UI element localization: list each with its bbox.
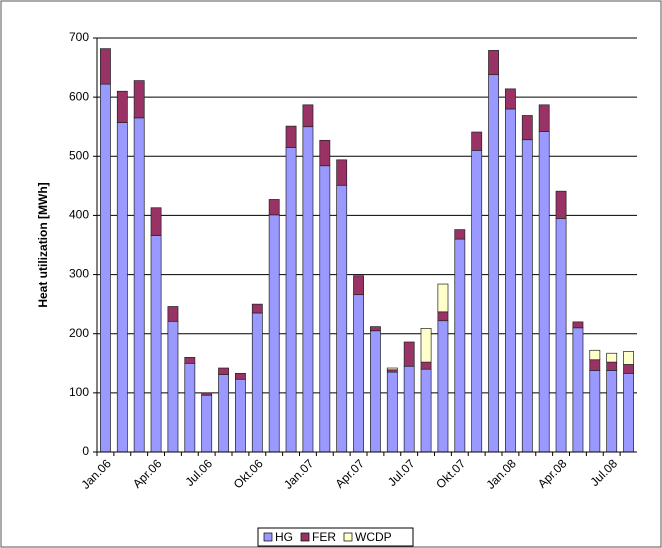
bar-segment bbox=[623, 351, 634, 365]
bar-segment bbox=[589, 349, 601, 361]
legend-swatch bbox=[263, 532, 273, 542]
bar-segment bbox=[488, 50, 499, 76]
y-tick-label: 0 bbox=[82, 444, 89, 458]
bar-segment bbox=[133, 80, 145, 119]
bar-segment bbox=[606, 352, 618, 363]
bar-segment bbox=[336, 184, 348, 453]
bar-segment bbox=[285, 125, 297, 148]
bar-segment bbox=[505, 88, 516, 110]
bar-segment bbox=[302, 104, 314, 128]
bar-segment bbox=[116, 90, 128, 123]
bar-segment bbox=[454, 238, 466, 453]
legend-label: WCDP bbox=[355, 530, 392, 544]
bar-segment bbox=[319, 139, 331, 167]
bar-segment bbox=[623, 364, 634, 374]
bar-segment bbox=[454, 229, 466, 240]
bar-segment bbox=[555, 218, 567, 453]
bar-segment bbox=[555, 190, 567, 219]
bar-segment bbox=[285, 147, 297, 453]
bar-segment bbox=[353, 275, 364, 296]
bar-segment bbox=[623, 372, 634, 453]
bar-segment bbox=[505, 108, 516, 453]
bar-segment bbox=[184, 357, 196, 364]
y-tick-label: 500 bbox=[69, 148, 89, 162]
legend-swatch bbox=[343, 532, 353, 542]
bar-segment bbox=[268, 199, 280, 216]
bar-segment bbox=[150, 235, 162, 453]
bar-segment bbox=[386, 369, 398, 373]
bar-segment bbox=[167, 306, 179, 322]
bar-segment bbox=[572, 327, 584, 453]
bar-segment bbox=[218, 367, 229, 375]
bar-segment bbox=[100, 83, 111, 453]
bar-segment bbox=[471, 150, 483, 453]
bar-segment bbox=[201, 394, 213, 453]
bar-segment bbox=[437, 283, 449, 313]
legend-swatch bbox=[300, 532, 310, 542]
bar-segment bbox=[116, 122, 128, 453]
bar-segment bbox=[589, 359, 601, 371]
bar-segment bbox=[606, 361, 618, 371]
y-tick-label: 400 bbox=[69, 208, 89, 222]
bar-segment bbox=[538, 131, 550, 453]
bar-segment bbox=[302, 126, 314, 453]
bar-segment bbox=[437, 320, 449, 453]
bar-segment bbox=[251, 303, 263, 314]
bar-segment bbox=[606, 370, 618, 453]
bar-segment bbox=[420, 361, 432, 370]
bar-segment bbox=[268, 214, 280, 453]
bar-segment bbox=[251, 312, 263, 453]
bar-segment bbox=[353, 294, 364, 453]
bar-segment bbox=[319, 165, 331, 453]
bar-segment bbox=[370, 326, 381, 332]
bar-segment bbox=[201, 392, 213, 396]
y-tick-label: 200 bbox=[69, 326, 89, 340]
bar-segment bbox=[235, 372, 246, 380]
bar-segment bbox=[572, 321, 584, 329]
bar-segment bbox=[437, 311, 449, 322]
bar-segment bbox=[403, 365, 415, 453]
legend-label: FER bbox=[312, 530, 336, 544]
bar-segment bbox=[521, 139, 533, 453]
bar-segment bbox=[336, 159, 348, 186]
legend-box bbox=[257, 527, 414, 547]
bar-segment bbox=[370, 330, 381, 453]
bar-segment bbox=[420, 368, 432, 453]
bar-segment bbox=[420, 328, 432, 363]
bar-segment bbox=[150, 207, 162, 236]
bar-segment bbox=[589, 370, 601, 453]
legend-label: HG bbox=[275, 530, 293, 544]
y-tick-label: 300 bbox=[69, 267, 89, 281]
bar-segment bbox=[538, 104, 550, 132]
bar-segment bbox=[235, 378, 246, 453]
bar-segment bbox=[100, 48, 111, 85]
bar-segment bbox=[133, 117, 145, 453]
bar-segment bbox=[167, 320, 179, 453]
bar-segment bbox=[403, 341, 415, 367]
y-axis-title: Heat utilization [MWh] bbox=[36, 182, 50, 307]
bar-segment bbox=[184, 362, 196, 453]
y-tick-label: 700 bbox=[69, 30, 89, 44]
y-tick-label: 600 bbox=[69, 89, 89, 103]
bar-segment bbox=[386, 371, 398, 453]
bar-segment bbox=[488, 74, 499, 453]
y-tick-label: 100 bbox=[69, 385, 89, 399]
bar-segment bbox=[521, 115, 533, 141]
bar-segment bbox=[386, 367, 398, 371]
bar-segment bbox=[218, 374, 229, 453]
bar-segment bbox=[471, 131, 483, 151]
